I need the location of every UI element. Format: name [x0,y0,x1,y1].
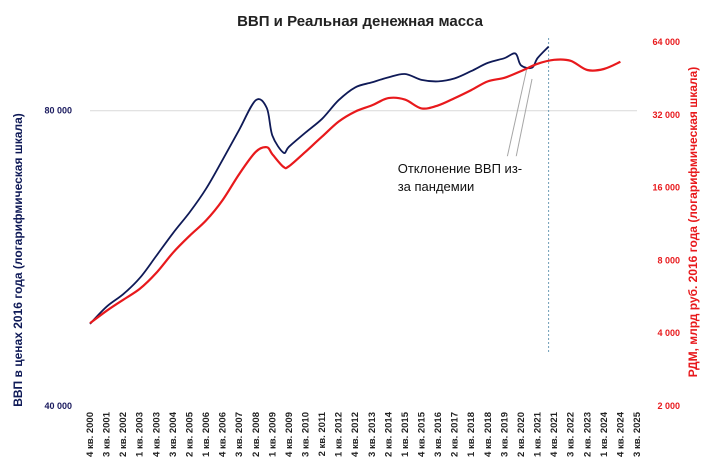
x-tick-label: 1 кв. 2021 [533,411,544,457]
y-tick-right: 64 000 [652,37,680,47]
right-axis: 2 000 4 000 8 000 16 000 32 000 64 000 [652,37,680,411]
x-tick-label: 4 кв. 2000 [85,412,96,457]
x-tick-label: 4 кв. 2006 [218,412,229,457]
y-tick-right: 8 000 [657,255,680,265]
x-tick-label: 3 кв. 2004 [168,411,179,457]
y-axis-label-left: ВВП в ценах 2016 года (логарифмическая ш… [11,113,25,407]
x-tick-label: 3 кв. 2007 [234,412,245,457]
y-tick-right: 2 000 [657,401,680,411]
annotation-leader [515,78,533,158]
x-tick-label: 2 кв. 2002 [118,412,129,457]
y-tick-left: 80 000 [44,106,72,116]
x-tick-label: 4 кв. 2024 [615,411,626,457]
annotation-leader [506,69,527,158]
annotation-text: Отклонение ВВП из- [398,161,522,176]
x-tick-label: 2 кв. 2017 [450,412,461,457]
x-tick-label: 3 кв. 2001 [102,411,113,457]
x-tick-label: 2 кв. 2005 [185,411,196,457]
x-tick-label: 2 кв. 2023 [582,412,593,457]
annotation-text: за пандемии [398,179,475,194]
x-tick-label: 4 кв. 2018 [483,412,494,457]
x-tick-label: 4 кв. 2015 [417,411,428,457]
x-tick-label: 3 кв. 2013 [367,412,378,457]
x-tick-label: 3 кв. 2025 [632,411,643,457]
x-tick-label: 1 кв. 2009 [267,412,278,457]
x-tick-label: 3 кв. 2022 [566,412,577,457]
x-tick-label: 1 кв. 2003 [135,412,146,457]
y-tick-right: 4 000 [657,328,680,338]
x-tick-label: 3 кв. 2019 [499,412,510,457]
x-tick-label: 4 кв. 2009 [284,412,295,457]
x-tick-label: 1 кв. 2024 [599,411,610,457]
x-tick-label: 3 кв. 2016 [433,412,444,457]
x-tick-label: 4 кв. 2021 [549,411,560,457]
left-axis: 40 000 80 000 [44,106,72,411]
series-layer [89,45,621,325]
y-tick-right: 16 000 [652,183,680,193]
x-tick-label: 1 кв. 2006 [201,412,212,457]
annotation-layer: Отклонение ВВП из-за пандемии [391,69,540,201]
y-axis-label-right: РДМ, млрд руб. 2016 года (логарифмическа… [686,67,700,377]
x-tick-label: 2 кв. 2014 [383,411,394,457]
y-tick-right: 32 000 [652,110,680,120]
x-axis: 4 кв. 2000 3 кв. 2001 2 кв. 2002 1 кв. 2003… [85,411,643,457]
x-tick-label: 2 кв. 2020 [516,412,527,457]
chart-title: ВВП и Реальная денежная масса [237,13,484,30]
series-line-right [89,58,621,325]
x-tick-label: 2 кв. 2008 [251,412,262,457]
x-tick-label: 1 кв. 2012 [334,412,345,457]
x-tick-label: 3 кв. 2010 [301,412,312,457]
x-tick-label: 4 кв. 2012 [350,412,361,457]
x-tick-label: 1 кв. 2015 [400,411,411,457]
y-tick-left: 40 000 [44,401,72,411]
x-tick-label: 4 кв. 2003 [151,412,162,457]
annotation-box [391,156,540,201]
x-tick-label: 2 кв. 2011 [317,411,328,456]
series-line-left [89,45,550,325]
x-tick-label: 1 кв. 2018 [466,412,477,457]
